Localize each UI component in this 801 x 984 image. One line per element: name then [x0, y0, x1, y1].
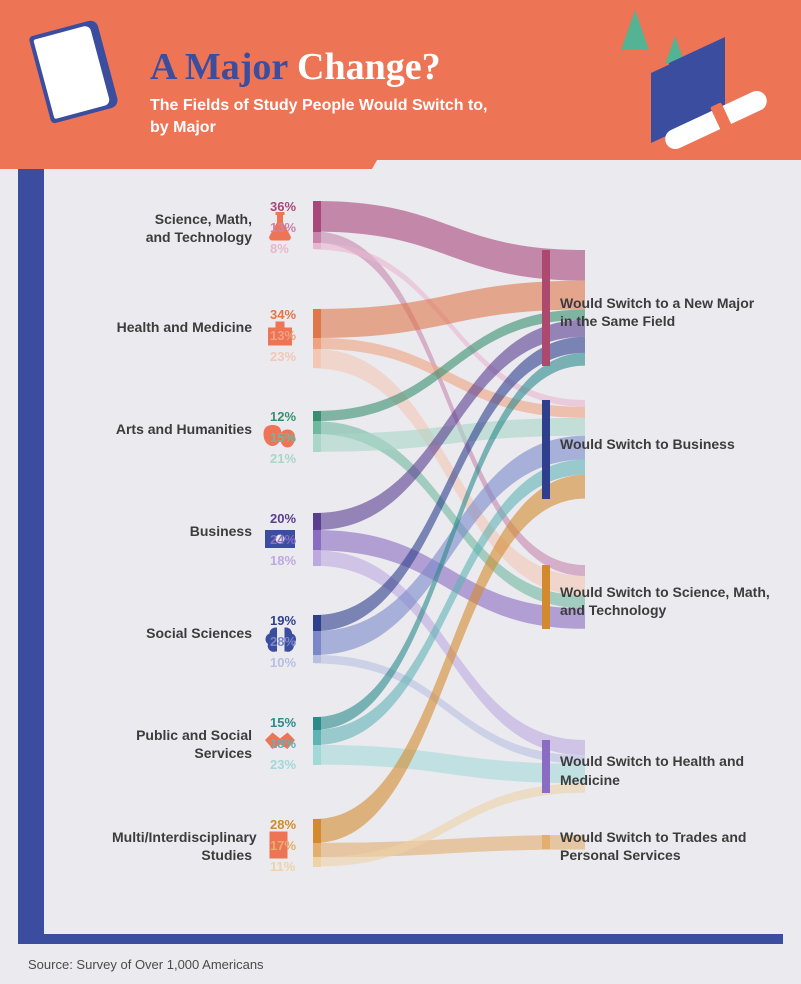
- source-pcts: 34%13%23%: [270, 305, 296, 367]
- source-pcts: 36%13%8%: [270, 197, 296, 259]
- target-marker: [542, 835, 550, 849]
- target-marker: [542, 740, 550, 793]
- target-label: Would Switch to Trades and Personal Serv…: [560, 828, 770, 864]
- target-label: Would Switch to Business: [560, 435, 770, 453]
- header-decoration: [571, 10, 771, 150]
- infographic-frame: A Major Change? The Fields of Study Peop…: [0, 0, 801, 984]
- source-label: Multi/InterdisciplinaryStudies: [112, 829, 252, 864]
- source-row: Business 20%24%18%: [50, 507, 320, 597]
- source-row: Multi/InterdisciplinaryStudies 28%17%11%: [50, 813, 320, 903]
- source-row: Arts and Humanities 12%15%21%: [50, 405, 320, 495]
- source-row: Public and SocialServices 15%18%23%: [50, 711, 320, 801]
- source-pcts: 20%24%18%: [270, 509, 296, 571]
- source-attribution: Source: Survey of Over 1,000 Americans: [28, 957, 264, 972]
- source-pcts: 19%28%10%: [270, 611, 296, 673]
- source-label: Arts and Humanities: [112, 421, 252, 439]
- target-marker: [542, 565, 550, 629]
- target-marker: [542, 400, 550, 499]
- source-label: Health and Medicine: [112, 319, 252, 337]
- title-part-a: A Major: [150, 46, 288, 88]
- source-pcts: 12%15%21%: [270, 407, 296, 469]
- target-label: Would Switch to Science, Math, and Techn…: [560, 583, 770, 619]
- source-pcts: 15%18%23%: [270, 713, 296, 775]
- target-label: Would Switch to a New Major in the Same …: [560, 294, 770, 330]
- source-label: Public and SocialServices: [112, 727, 252, 762]
- header-tail-stripe: [0, 155, 380, 169]
- source-label: Business: [112, 523, 252, 541]
- sankey-chart: Science, Math,and Technology 36%13%8% Heal…: [50, 195, 770, 915]
- source-row: Science, Math,and Technology 36%13%8%: [50, 195, 320, 285]
- title-part-b: Change?: [288, 46, 441, 88]
- target-marker: [542, 250, 550, 366]
- source-label: Social Sciences: [112, 625, 252, 643]
- source-pcts: 28%17%11%: [270, 815, 296, 877]
- source-row: Social Sciences 19%28%10%: [50, 609, 320, 699]
- source-row: Health and Medicine 34%13%23%: [50, 303, 320, 393]
- page-subtitle: The Fields of Study People Would Switch …: [150, 95, 500, 138]
- source-label: Science, Math,and Technology: [112, 211, 252, 246]
- tree-icon: [621, 10, 649, 50]
- footer-rule: [18, 934, 783, 944]
- target-label: Would Switch to Health and Medicine: [560, 752, 770, 788]
- page-title: A Major Change?: [150, 45, 441, 89]
